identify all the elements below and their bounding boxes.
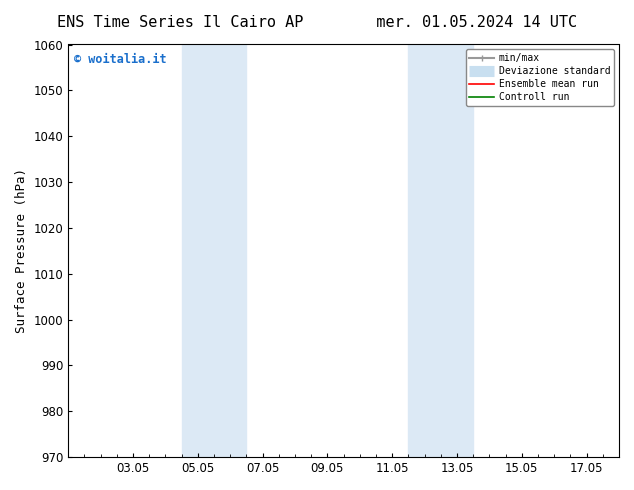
Bar	[408, 45, 473, 457]
Text: ENS Time Series Il Cairo AP        mer. 01.05.2024 14 UTC: ENS Time Series Il Cairo AP mer. 01.05.2…	[57, 15, 577, 30]
Y-axis label: Surface Pressure (hPa): Surface Pressure (hPa)	[15, 169, 28, 333]
Text: © woitalia.it: © woitalia.it	[74, 53, 166, 66]
Legend: min/max, Deviazione standard, Ensemble mean run, Controll run: min/max, Deviazione standard, Ensemble m…	[465, 49, 614, 106]
Bar	[181, 45, 247, 457]
